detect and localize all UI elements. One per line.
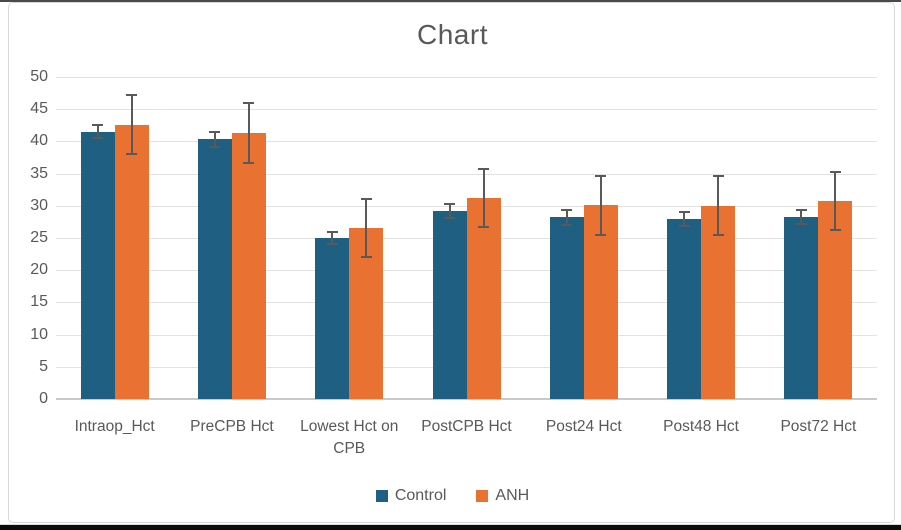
y-axis-tick-label: 30 bbox=[30, 196, 48, 214]
error-bar bbox=[213, 132, 216, 147]
x-axis-tick-label: Post72 Hct bbox=[780, 418, 857, 435]
bar-anh-7[interactable] bbox=[818, 200, 853, 399]
error-bar bbox=[565, 209, 568, 226]
error-bar-cap bbox=[595, 233, 607, 236]
x-axis-tick-label: Post48 Hct bbox=[663, 418, 739, 435]
bar-anh-4[interactable] bbox=[466, 198, 501, 399]
legend-label-control: Control bbox=[394, 487, 447, 504]
error-bar bbox=[96, 125, 99, 139]
error-bar bbox=[365, 198, 368, 257]
y-axis-tick-label: 0 bbox=[39, 390, 48, 407]
error-bar-cap bbox=[126, 153, 138, 156]
bar-control-1[interactable] bbox=[80, 131, 115, 399]
error-bar-cap bbox=[92, 124, 104, 127]
error-bar-cap bbox=[326, 243, 338, 246]
plot-area: 0 5 10 15 20 25 30 35 40 45 50 Intraop_Hct PreCPB Hc… bbox=[9, 3, 896, 524]
y-axis-tick-label: 20 bbox=[30, 261, 48, 279]
error-bar-cap bbox=[209, 131, 221, 134]
error-bar-cap bbox=[243, 161, 255, 164]
bar-control-7[interactable] bbox=[784, 216, 819, 399]
y-axis-tick-label: 10 bbox=[30, 325, 48, 343]
gridline bbox=[56, 109, 877, 111]
error-bar bbox=[130, 95, 133, 155]
error-bar bbox=[482, 169, 485, 228]
y-axis-tick-label: 5 bbox=[39, 357, 48, 375]
x-axis-tick-label: Lowest Hct on CPB bbox=[300, 418, 399, 458]
error-bar-cap bbox=[209, 145, 221, 148]
bar-anh-5[interactable] bbox=[583, 205, 618, 399]
error-bar bbox=[800, 209, 803, 224]
error-bar-cap bbox=[243, 102, 255, 105]
error-bar-cap bbox=[595, 174, 607, 177]
legend-swatch-anh bbox=[476, 490, 489, 502]
window-bottom-edge bbox=[0, 524, 901, 530]
error-bar bbox=[247, 103, 250, 163]
error-bar-cap bbox=[712, 175, 724, 178]
error-bar-cap bbox=[561, 224, 573, 227]
x-axis-line bbox=[56, 398, 877, 400]
error-bar-cap bbox=[561, 208, 573, 211]
error-bar bbox=[834, 171, 837, 230]
error-bar-cap bbox=[478, 226, 489, 229]
error-bar-cap bbox=[360, 197, 372, 200]
error-bar bbox=[683, 211, 686, 226]
y-axis-tick-label: 40 bbox=[30, 132, 48, 150]
error-bar-cap bbox=[444, 202, 455, 205]
error-bar-cap bbox=[444, 217, 455, 220]
bar-control-2[interactable] bbox=[197, 139, 232, 399]
bar-control-5[interactable] bbox=[549, 217, 584, 399]
error-bar-cap bbox=[326, 230, 338, 233]
y-axis-tick-label: 35 bbox=[30, 164, 48, 182]
error-bar bbox=[331, 231, 334, 245]
legend-item-anh[interactable]: ANH bbox=[476, 487, 529, 505]
bar-control-3[interactable] bbox=[315, 238, 350, 399]
error-bar bbox=[717, 176, 720, 236]
chart-legend: Control ANH bbox=[9, 487, 896, 505]
y-axis-tick-label: 25 bbox=[30, 229, 48, 246]
x-axis-tick-label: PreCPB Hct bbox=[190, 418, 274, 435]
bar-control-6[interactable] bbox=[667, 218, 702, 399]
chart-object[interactable]: Chart 0 5 10 15 20 25 30 35 40 45 50 Intraop_Hct Pre… bbox=[8, 2, 895, 523]
legend-item-control[interactable]: Control bbox=[375, 487, 447, 505]
x-axis-tick-label: Post24 Hct bbox=[545, 418, 622, 435]
x-axis-tick-label: Intraop_Hct bbox=[74, 418, 155, 435]
error-bar-cap bbox=[126, 94, 138, 97]
gridline bbox=[56, 77, 877, 78]
window-top-edge bbox=[0, 0, 901, 2]
error-bar bbox=[599, 175, 602, 235]
error-bar-cap bbox=[829, 228, 841, 231]
error-bar bbox=[448, 203, 451, 219]
bar-anh-1[interactable] bbox=[114, 124, 149, 399]
chart-title: Chart bbox=[417, 19, 488, 50]
error-bar-cap bbox=[795, 208, 807, 211]
error-bar-cap bbox=[360, 255, 372, 258]
error-bar-cap bbox=[478, 168, 489, 171]
error-bar-cap bbox=[712, 234, 724, 237]
bar-control-4[interactable] bbox=[432, 210, 467, 399]
y-axis-tick-label: 15 bbox=[30, 293, 48, 311]
error-bar-cap bbox=[92, 137, 104, 140]
x-axis-tick-label: PostCPB Hct bbox=[421, 418, 512, 435]
bar-anh-2[interactable] bbox=[231, 133, 266, 399]
legend-label-anh: ANH bbox=[495, 487, 530, 504]
gridline bbox=[56, 173, 877, 175]
error-bar-cap bbox=[829, 170, 841, 173]
y-axis-tick-label: 45 bbox=[30, 100, 48, 118]
y-axis-tick-label: 50 bbox=[30, 68, 48, 85]
error-bar-cap bbox=[678, 210, 690, 213]
bar-anh-6[interactable] bbox=[701, 205, 736, 399]
error-bar-cap bbox=[678, 224, 690, 227]
legend-swatch-control bbox=[375, 490, 388, 502]
gridline bbox=[56, 141, 877, 143]
error-bar-cap bbox=[795, 222, 807, 225]
